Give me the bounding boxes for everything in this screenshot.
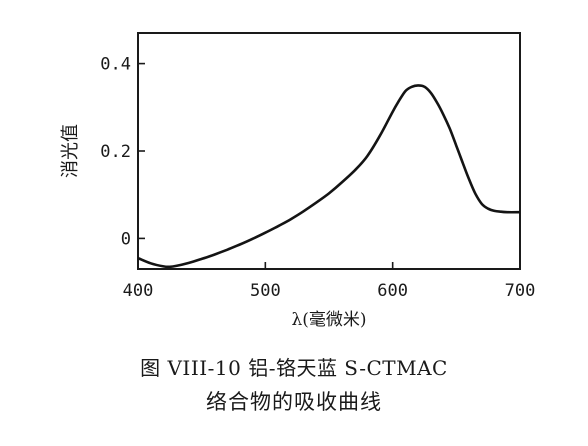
y-tick-label-1: 0.2	[100, 142, 131, 162]
figure-caption-line2: 络合物的吸收曲线	[206, 390, 382, 414]
y-axis-label: 消光值	[60, 124, 81, 178]
plot-frame	[137, 32, 521, 270]
absorption-curve	[137, 84, 521, 269]
x-axis-label: λ(毫微米)	[291, 310, 366, 330]
x-tick-label-0: 400	[123, 281, 154, 301]
x-tick-label-1: 500	[250, 281, 281, 301]
y-tick-label-2: 0.4	[100, 55, 131, 75]
figure-caption-line1: 图 VIII-10 铝-铬天蓝 S-CTMAC	[140, 356, 448, 380]
y-tick-label-0: 0	[121, 229, 131, 249]
plot-area: 400 500 600 700 0 0.2 0.4 消光值 λ(毫微米)	[60, 32, 536, 330]
x-tick-label-2: 600	[377, 281, 408, 301]
x-tick-label-3: 700	[505, 281, 536, 301]
